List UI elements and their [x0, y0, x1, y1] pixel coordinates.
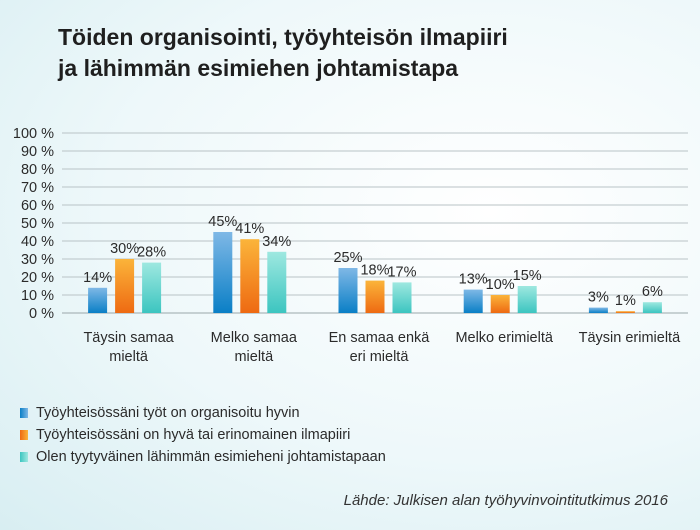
x-tick-label: eri mieltä [350, 349, 410, 365]
legend-label: Työyhteisössäni työt on organisoitu hyvi… [36, 405, 300, 421]
x-tick-label: Melko samaa [211, 330, 298, 346]
bar [615, 311, 635, 313]
data-label: 45% [208, 214, 237, 230]
data-label: 41% [235, 221, 264, 237]
bar [338, 268, 358, 313]
data-label: 14% [83, 270, 112, 286]
bar [267, 251, 287, 313]
data-label: 10% [486, 277, 515, 293]
y-tick-label: 100 % [13, 126, 54, 142]
data-label: 3% [588, 290, 609, 306]
data-label: 17% [387, 264, 416, 280]
legend-swatch-blue [20, 408, 28, 418]
legend-swatch-orange [20, 430, 28, 440]
x-tick-label: Täysin samaa [83, 330, 174, 346]
y-tick-label: 20 % [21, 270, 54, 286]
bar [115, 259, 135, 313]
x-tick-label: Täysin erimieltä [579, 330, 681, 346]
y-tick-label: 10 % [21, 288, 54, 304]
x-tick-label: En samaa enkä [329, 330, 431, 346]
legend: Työyhteisössäni työt on organisoitu hyvi… [20, 402, 386, 468]
legend-label: Työyhteisössäni on hyvä tai erinomainen … [36, 427, 351, 443]
data-label: 25% [333, 250, 362, 266]
bar [463, 289, 483, 313]
legend-item: Olen tyytyväinen lähimmän esimieheni joh… [20, 446, 386, 468]
data-label: 6% [642, 284, 663, 300]
gridlines [62, 132, 688, 314]
bar [392, 282, 412, 313]
y-tick-label: 70 % [21, 180, 54, 196]
bar [88, 287, 108, 313]
chart-title-line-1: Töiden organisointi, työyhteisön ilmapii… [58, 24, 508, 50]
x-tick-label: mieltä [109, 349, 149, 365]
y-tick-label: 30 % [21, 252, 54, 268]
y-tick-label: 80 % [21, 162, 54, 178]
legend-swatch-teal [20, 452, 28, 462]
bar [642, 302, 662, 313]
x-tick-label: Melko erimieltä [455, 330, 553, 346]
y-tick-label: 60 % [21, 198, 54, 214]
bar [142, 262, 162, 313]
legend-item: Työyhteisössäni työt on organisoitu hyvi… [20, 402, 386, 424]
bars: 14% 30%28% 45%41%34% 25%18%17% 13%10%15% 3% 1%… [83, 214, 663, 313]
bar [365, 280, 385, 313]
data-label: 15% [513, 268, 542, 284]
y-tick-label: 40 % [21, 234, 54, 250]
bar-chart: 0 % 10 % 20 % 30 % 40 % 50 % 60 % 70 % 80 % 90 % 1… [13, 126, 688, 365]
legend-item: Työyhteisössäni on hyvä tai erinomainen … [20, 424, 386, 446]
data-label: 30% [110, 241, 139, 257]
data-label: 13% [459, 272, 488, 288]
data-label: 1% [615, 293, 636, 309]
y-axis-ticks: 0 % 10 % 20 % 30 % 40 % 50 % 60 % 70 % 80 % 90 % 1… [13, 126, 54, 322]
y-tick-label: 50 % [21, 216, 54, 232]
data-label: 34% [262, 234, 291, 250]
bar [240, 239, 260, 313]
bar [490, 295, 510, 313]
source-note: Lähde: Julkisen alan työhyvinvointitutki… [343, 492, 668, 509]
y-tick-label: 90 % [21, 144, 54, 160]
chart-title-line-2: ja lähimmän esimiehen johtamistapa [58, 55, 459, 81]
chart-title: Töiden organisointi, työyhteisön ilmapii… [58, 22, 658, 84]
bar [517, 286, 537, 313]
legend-label: Olen tyytyväinen lähimmän esimieheni joh… [36, 449, 386, 465]
x-axis-ticks: Täysin samaa mieltä Melko samaa mieltä En sa… [83, 330, 681, 365]
x-tick-label: mieltä [234, 349, 274, 365]
data-label: 18% [360, 263, 389, 279]
bar [588, 307, 608, 313]
y-tick-label: 0 % [29, 306, 54, 322]
bar [213, 232, 233, 313]
data-label: 28% [137, 245, 166, 261]
